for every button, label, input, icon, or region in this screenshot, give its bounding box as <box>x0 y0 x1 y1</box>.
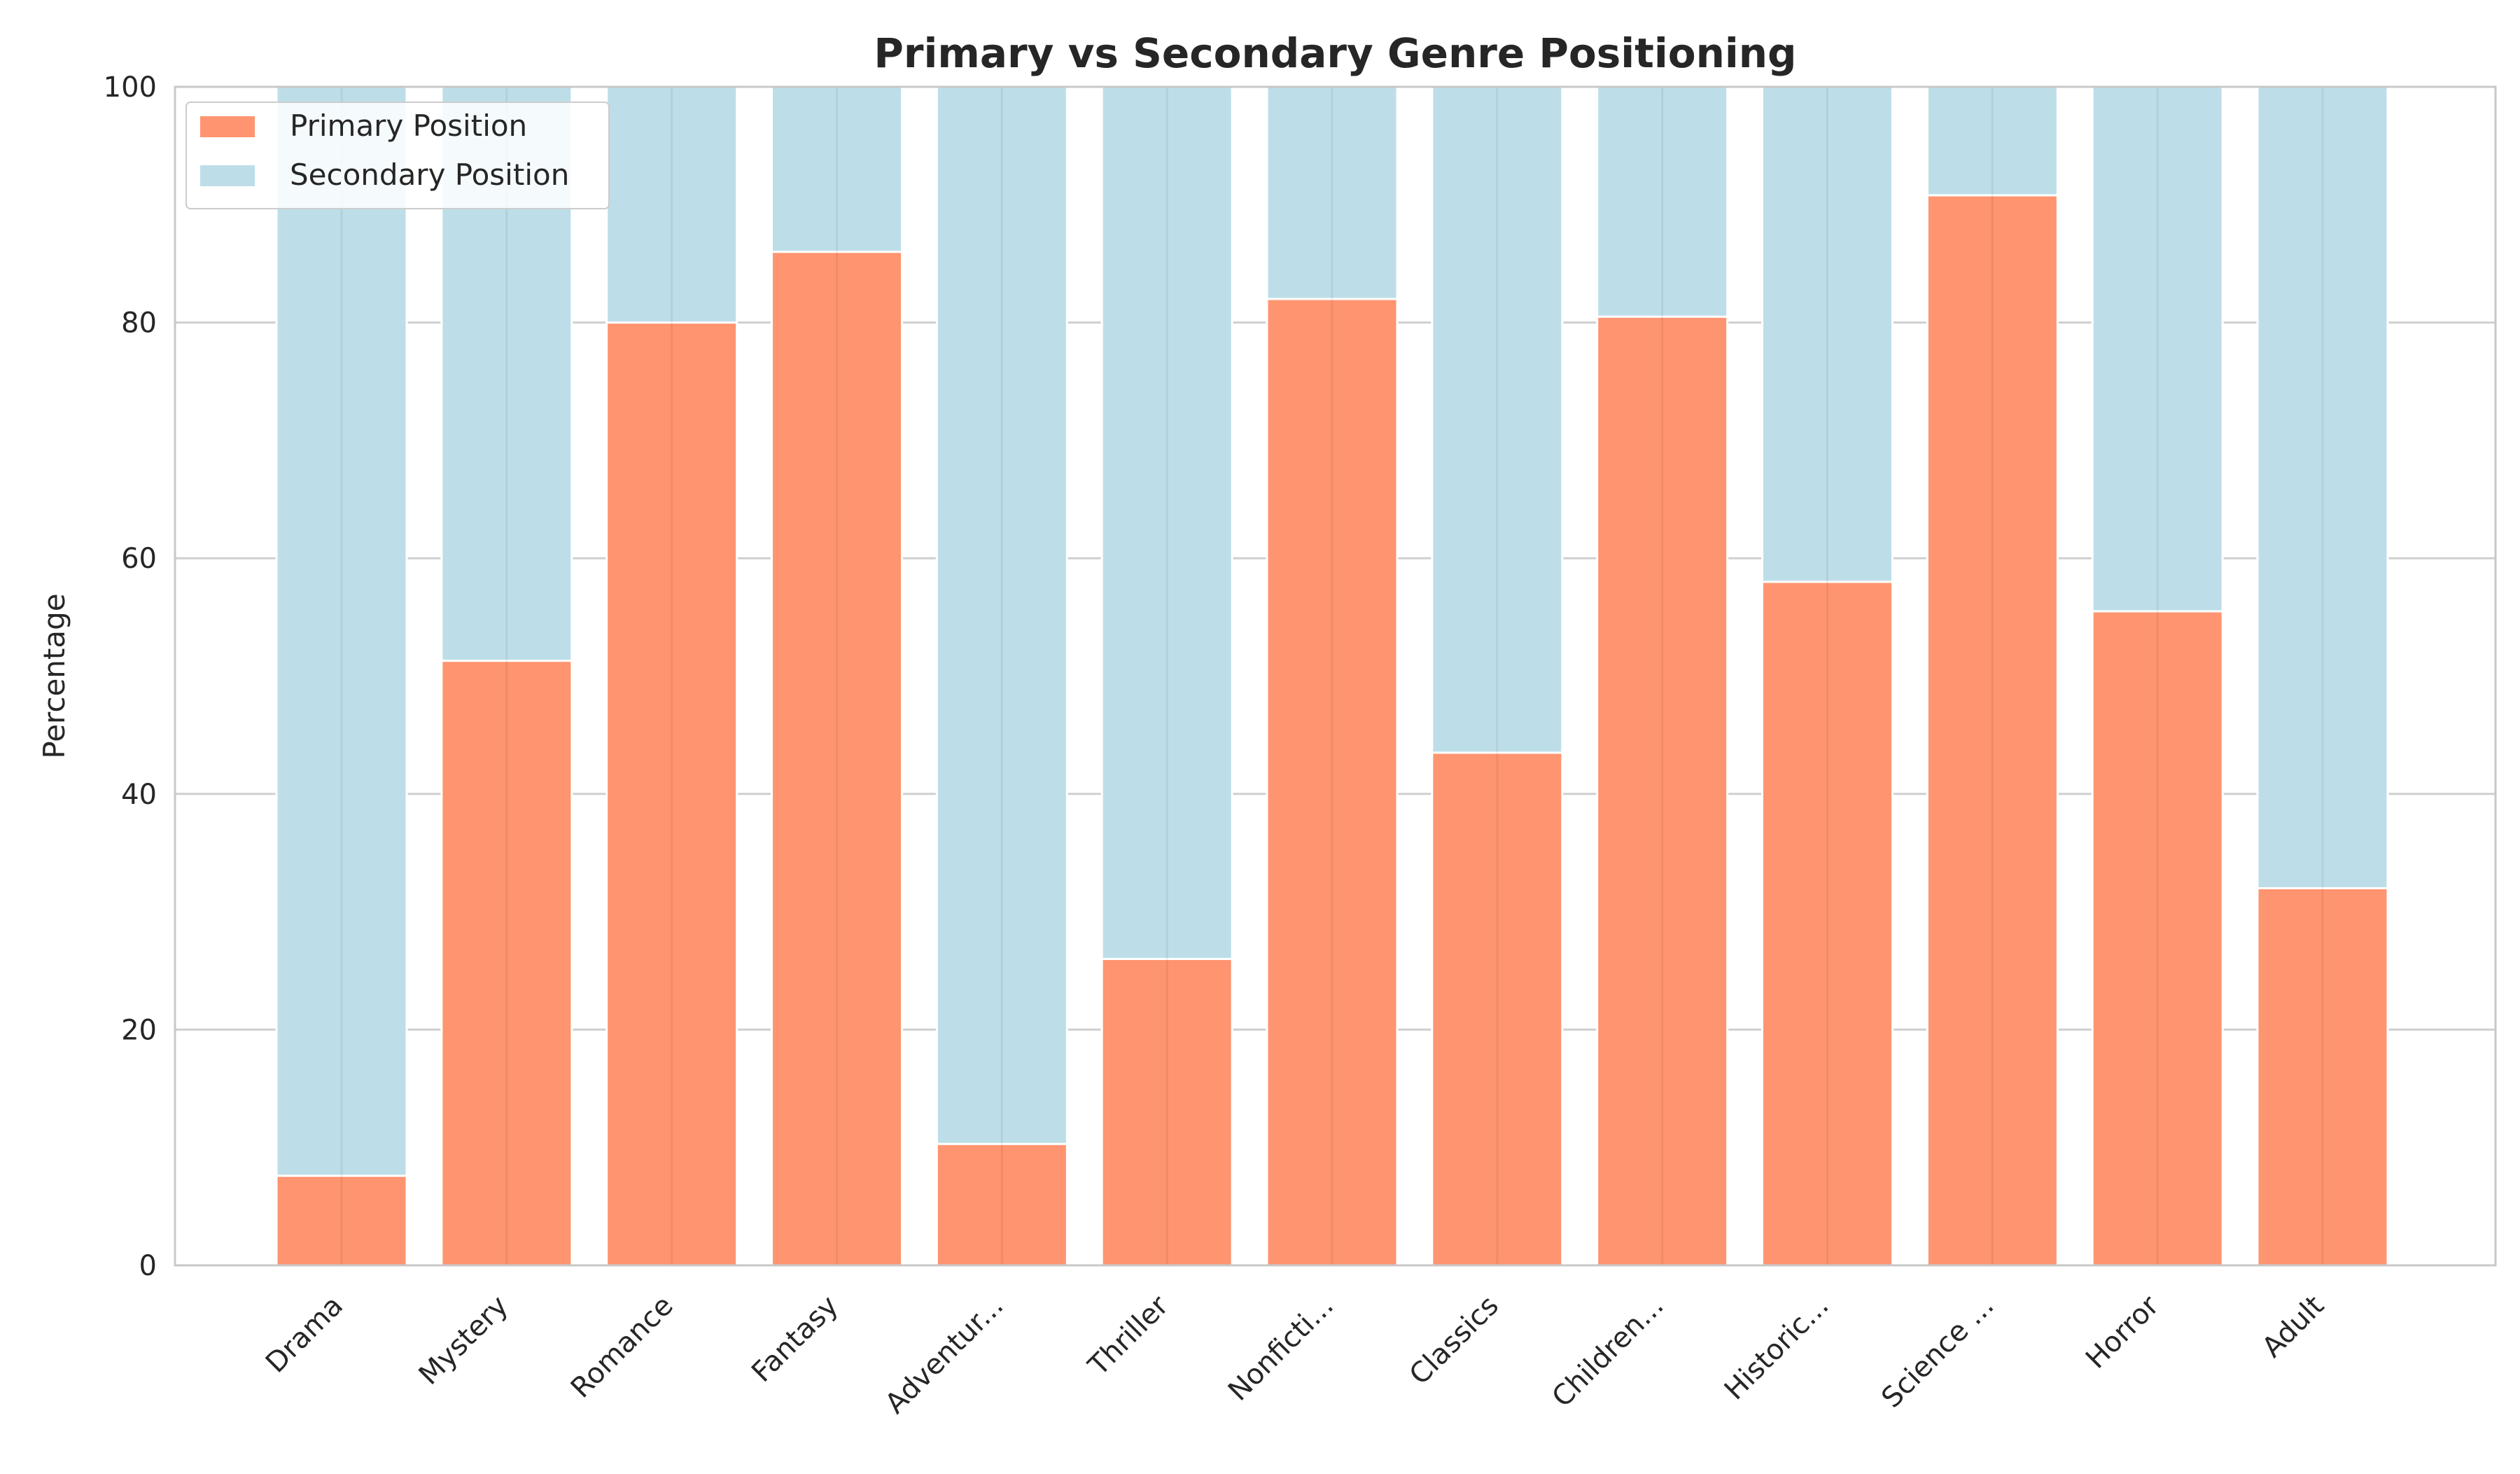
y-axis-label: Percentage <box>37 593 71 758</box>
bar-primary <box>1100 957 1233 1267</box>
bar-primary <box>935 1143 1068 1267</box>
legend-swatch-primary <box>200 116 255 137</box>
bar-primary <box>275 1174 408 1267</box>
bar-secondary <box>1926 85 2059 197</box>
chart-title: Primary vs Secondary Genre Positioning <box>874 29 1796 77</box>
plot-frame <box>174 85 2497 1267</box>
bar-secondary <box>1431 85 1564 754</box>
bar-primary <box>1431 751 1564 1267</box>
bar-primary <box>1596 315 1729 1267</box>
bar-primary <box>606 321 738 1267</box>
bars <box>275 85 2389 1267</box>
legend-label-primary: Primary Position <box>290 109 527 143</box>
legend-swatch-secondary <box>200 165 255 186</box>
bar-secondary <box>935 85 1068 1146</box>
bar-primary <box>1266 298 1399 1267</box>
bar-secondary <box>771 85 903 253</box>
y-tick-label: 60 <box>121 543 157 575</box>
bar-secondary <box>275 85 408 1177</box>
y-tick-label: 40 <box>121 779 157 811</box>
bar-secondary <box>1100 85 1233 960</box>
y-tick-label: 0 <box>139 1250 157 1282</box>
bar-secondary <box>1761 85 1893 583</box>
legend: Primary Position Secondary Position <box>186 102 610 209</box>
bar-secondary <box>1596 85 1729 318</box>
legend-box <box>186 102 610 209</box>
bar-secondary <box>1266 85 1399 300</box>
bar-secondary <box>2256 85 2389 889</box>
y-tick-label: 100 <box>104 71 157 104</box>
y-tick-label: 80 <box>121 307 157 340</box>
bar-primary <box>771 251 903 1267</box>
legend-label-secondary: Secondary Position <box>290 158 569 192</box>
bar-primary <box>1761 580 1893 1267</box>
y-tick-label: 20 <box>121 1014 157 1046</box>
y-axis-ticks: 0 20 40 60 80 100 <box>104 71 157 1282</box>
